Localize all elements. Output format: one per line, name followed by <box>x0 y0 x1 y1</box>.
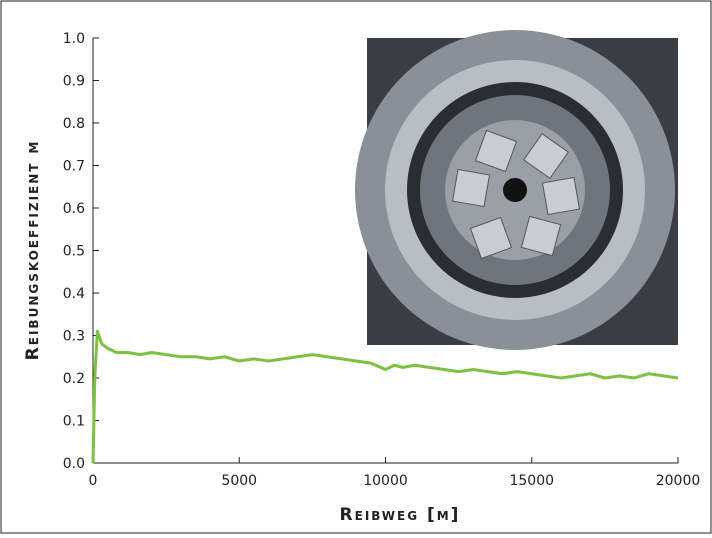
x-tick-label: 0 <box>89 473 98 489</box>
y-tick-label: 0.4 <box>63 286 85 302</box>
photo-center <box>503 178 527 202</box>
y-tick-label: 0.2 <box>63 371 85 387</box>
x-axis-title: Reibweg [m] <box>340 505 461 525</box>
y-tick-label: 0.3 <box>63 329 85 345</box>
photo-pads <box>451 129 581 260</box>
y-tick-label: 0.6 <box>63 201 85 217</box>
y-tick-label: 0.1 <box>63 414 85 430</box>
x-tick-label: 15000 <box>509 473 554 489</box>
y-tick-label: 0.7 <box>63 159 85 175</box>
x-tick-label: 5000 <box>221 473 257 489</box>
y-tick-label: 0.9 <box>63 74 85 90</box>
x-tick-label: 20000 <box>656 473 701 489</box>
y-axis-title: Reibungskoeffizient μ <box>23 140 43 361</box>
y-tick-label: 1.0 <box>63 31 85 47</box>
data-line <box>91 329 679 464</box>
y-tick-label: 0.5 <box>63 244 85 260</box>
x-tick-label: 10000 <box>363 473 408 489</box>
photo <box>355 30 678 350</box>
y-tick-label: 0.8 <box>63 116 85 132</box>
y-tick-label: 0.0 <box>63 456 85 472</box>
